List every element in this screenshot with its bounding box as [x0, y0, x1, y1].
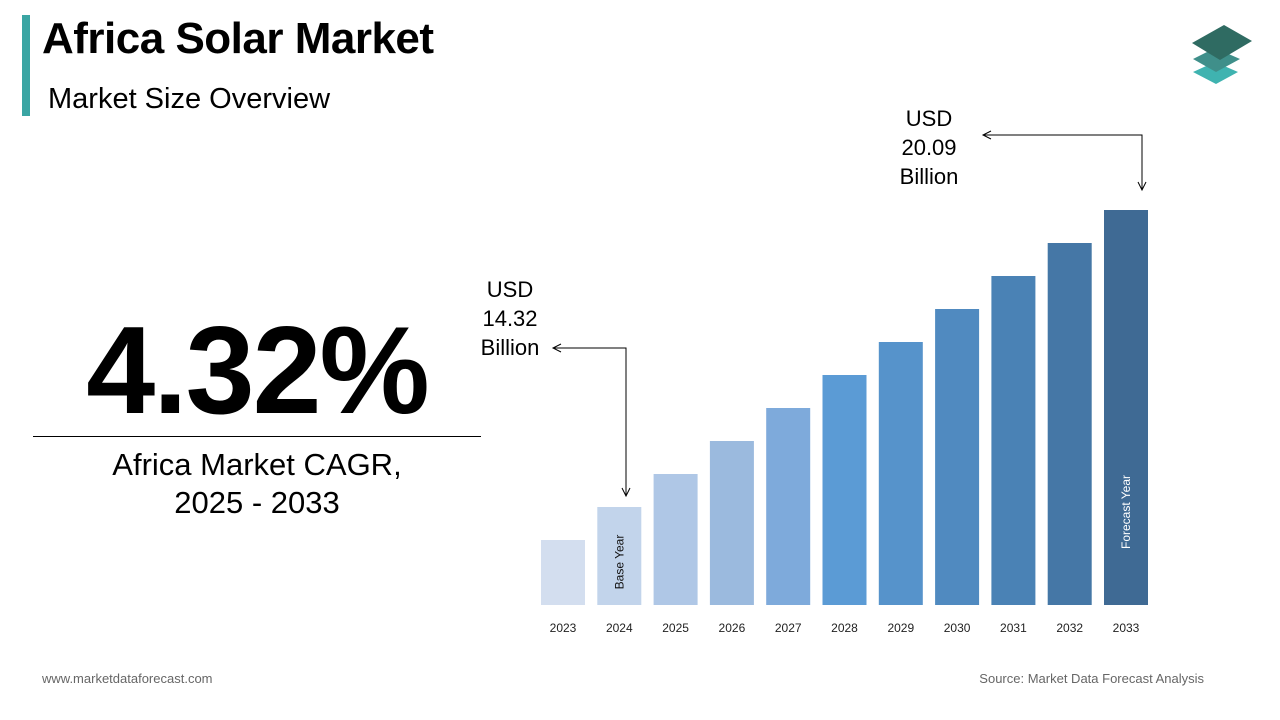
x-tick-label: 2027 [775, 621, 802, 635]
callout-currency: USD [486, 277, 534, 302]
source-note: Source: Market Data Forecast Analysis [979, 671, 1204, 686]
x-tick-label: 2025 [662, 621, 689, 635]
x-tick-label: 2029 [887, 621, 914, 635]
cagr-value: 4.32% [86, 302, 430, 440]
bar-2026 [709, 441, 754, 605]
x-tick-label: 2033 [1113, 621, 1140, 635]
bar-2033 [1104, 210, 1148, 605]
base-year-label: Base Year [612, 535, 626, 590]
base-year-callout: USD 14.32 Billion [450, 275, 570, 362]
website-link[interactable]: www.marketdataforecast.com [42, 671, 213, 686]
bar-2028 [822, 375, 867, 605]
stacked-layers-logo-icon [1192, 25, 1252, 84]
bar-2032 [1047, 243, 1092, 605]
forecast-year-callout: USD 20.09 Billion [869, 104, 989, 191]
callout-value: 14.32 [482, 306, 538, 331]
cagr-label: Africa Market CAGR, 2025 - 2033 [32, 446, 482, 522]
bar-2023 [541, 540, 585, 605]
divider [33, 436, 481, 437]
page-title: Africa Solar Market [42, 14, 434, 63]
callout-unit: Billion [480, 335, 540, 360]
bar-2024 [597, 507, 642, 605]
x-tick-label: 2030 [944, 621, 971, 635]
x-tick-label: 2023 [550, 621, 577, 635]
bar-2027 [766, 408, 811, 605]
bar-2030 [935, 309, 980, 605]
x-tick-label: 2032 [1056, 621, 1083, 635]
x-tick-label: 2031 [1000, 621, 1027, 635]
callout-unit: Billion [899, 164, 959, 189]
x-tick-label: 2028 [831, 621, 858, 635]
bar-2025 [653, 474, 698, 605]
x-tick-label: 2026 [719, 621, 746, 635]
bar-2029 [878, 342, 923, 605]
cagr-label-line1: Africa Market CAGR, [112, 447, 402, 482]
x-tick-label: 2024 [606, 621, 633, 635]
forecast-year-label: Forecast Year [1119, 475, 1133, 549]
callout-currency: USD [905, 106, 953, 131]
bar-2031 [991, 276, 1036, 605]
forecast-year-arrow [981, 130, 1147, 192]
page-subtitle: Market Size Overview [48, 83, 331, 115]
callout-value: 20.09 [901, 135, 957, 160]
cagr-label-line2: 2025 - 2033 [174, 485, 340, 520]
title-accent-bar [22, 15, 30, 116]
base-year-arrow [551, 343, 631, 498]
